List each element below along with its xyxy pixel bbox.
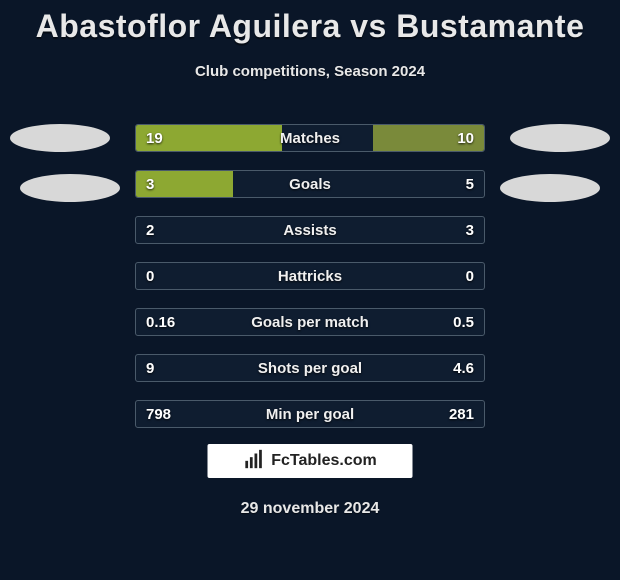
stat-row: Assists2 3 <box>135 216 485 244</box>
player-right-badge-1 <box>510 124 610 152</box>
stat-value-left: 0 <box>146 263 154 289</box>
stat-row: Hattricks0 0 <box>135 262 485 290</box>
stat-label: Shots per goal <box>136 355 484 381</box>
stat-label: Goals <box>136 171 484 197</box>
stat-value-right: 0 <box>466 263 474 289</box>
stat-value-left: 3 <box>146 171 154 197</box>
stat-value-right: 5 <box>466 171 474 197</box>
stat-row: Goals3 5 <box>135 170 485 198</box>
stat-value-right: 0.5 <box>453 309 474 335</box>
stat-value-left: 798 <box>146 401 171 427</box>
stat-value-left: 19 <box>146 125 163 151</box>
stat-row: Matches19 10 <box>135 124 485 152</box>
stat-row: Shots per goal9 4.6 <box>135 354 485 382</box>
player-left-badge-1 <box>10 124 110 152</box>
player-right-badge-2 <box>500 174 600 202</box>
stat-label: Matches <box>136 125 484 151</box>
stat-value-right: 10 <box>457 125 474 151</box>
stat-value-right: 4.6 <box>453 355 474 381</box>
stat-row: Min per goal798 281 <box>135 400 485 428</box>
chart-bars-icon <box>243 448 265 475</box>
stat-value-left: 9 <box>146 355 154 381</box>
date-label: 29 november 2024 <box>0 500 620 518</box>
branding-text: FcTables.com <box>271 452 377 470</box>
stat-label: Goals per match <box>136 309 484 335</box>
stat-label: Min per goal <box>136 401 484 427</box>
page-title: Abastoflor Aguilera vs Bustamante <box>0 0 620 45</box>
stat-value-left: 2 <box>146 217 154 243</box>
stat-value-right: 281 <box>449 401 474 427</box>
stat-value-right: 3 <box>466 217 474 243</box>
branding-box: FcTables.com <box>208 444 413 478</box>
stat-row: Goals per match0.16 0.5 <box>135 308 485 336</box>
stats-container: Matches1910Goals35Assists23Hattricks00Go… <box>135 124 485 446</box>
stat-label: Hattricks <box>136 263 484 289</box>
subtitle: Club competitions, Season 2024 <box>0 63 620 80</box>
player-left-badge-2 <box>20 174 120 202</box>
stat-label: Assists <box>136 217 484 243</box>
stat-value-left: 0.16 <box>146 309 175 335</box>
